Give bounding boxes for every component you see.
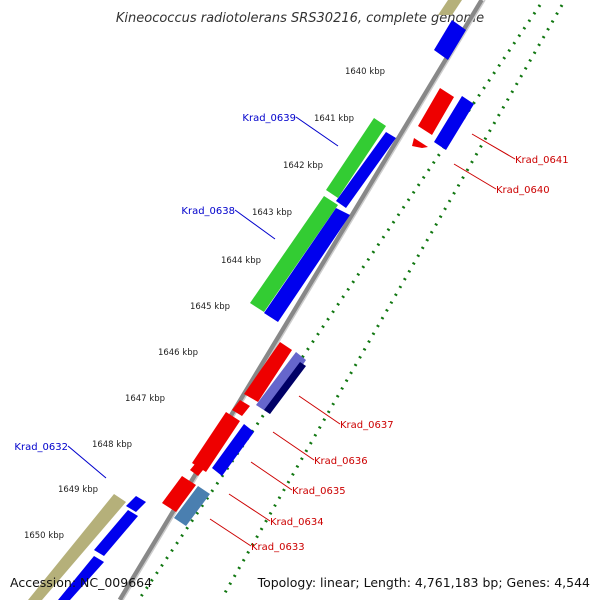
kbp-tick-label: 1646 kbp xyxy=(158,348,198,358)
gene-feature-top-blue[interactable] xyxy=(434,20,466,60)
gene-label-krad-0636-leader-line xyxy=(272,431,315,461)
gene-label-krad-0632-leader-line xyxy=(67,445,107,479)
gene-label-krad-0637-leader-line xyxy=(298,395,341,425)
kbp-tick-label: 1644 kbp xyxy=(221,256,261,266)
gene-label-krad-0632[interactable]: Krad_0632 xyxy=(14,442,68,453)
gene-feature-krad-0639[interactable] xyxy=(326,118,386,198)
gene-label-krad-0633[interactable]: Krad_0633 xyxy=(251,542,305,553)
gene-label-krad-0638-leader-line xyxy=(234,209,276,240)
gene-feature-krad-0638[interactable] xyxy=(250,196,338,312)
gene-feature-blue-lower[interactable] xyxy=(264,208,350,322)
gene-label-krad-0639-leader-line xyxy=(295,116,339,147)
kbp-tick-label: 1640 kbp xyxy=(345,67,385,77)
gene-feature-krad-0637[interactable] xyxy=(256,352,306,414)
gene-label-krad-0635[interactable]: Krad_0635 xyxy=(292,486,346,497)
gene-feature-top-olive[interactable] xyxy=(438,0,462,15)
kbp-tick-label: 1642 kbp xyxy=(283,161,323,171)
gene-label-krad-0636[interactable]: Krad_0636 xyxy=(314,456,368,467)
gene-feature-krad-0637-dark[interactable] xyxy=(264,362,306,414)
kbp-tick-label: 1650 kbp xyxy=(24,531,64,541)
genome-summary-text: Topology: linear; Length: 4,761,183 bp; … xyxy=(257,575,590,590)
gene-feature-blue-bottom-2[interactable] xyxy=(58,556,104,600)
gene-feature-krad-0633[interactable] xyxy=(174,486,210,526)
gene-label-krad-0633-leader-line xyxy=(209,518,252,547)
gene-feature-blue-upper[interactable] xyxy=(336,132,396,208)
kbp-tick-label: 1641 kbp xyxy=(314,114,354,124)
gene-label-krad-0634[interactable]: Krad_0634 xyxy=(270,517,324,528)
kbp-tick-label: 1647 kbp xyxy=(125,394,165,404)
gene-features xyxy=(28,0,474,600)
gene-feature-blue-small[interactable] xyxy=(126,496,146,512)
gene-label-krad-0639[interactable]: Krad_0639 xyxy=(242,113,296,124)
gene-label-krad-0634-leader-line xyxy=(228,493,271,522)
gene-feature-krad-0634-red[interactable] xyxy=(162,476,196,512)
gene-labels: Krad_0639 Krad_0638 Krad_0632 Krad_0641 Krad… xyxy=(14,113,568,553)
gene-feature-krad-0635[interactable] xyxy=(212,424,254,476)
gene-label-krad-0641-leader-line xyxy=(471,133,516,160)
gene-feature-krad-0636-small[interactable] xyxy=(232,400,250,416)
gene-label-krad-0638[interactable]: Krad_0638 xyxy=(181,206,235,217)
kbp-tick-label: 1645 kbp xyxy=(190,302,230,312)
gene-label-krad-0637[interactable]: Krad_0637 xyxy=(340,420,394,431)
kbp-tick-label: 1643 kbp xyxy=(252,208,292,218)
gene-label-krad-0641[interactable]: Krad_0641 xyxy=(515,155,569,166)
kbp-scale: 1640 kbp 1641 kbp 1642 kbp 1643 kbp 1644 kbp… xyxy=(24,67,385,541)
gene-feature-krad-0640[interactable] xyxy=(434,96,474,150)
gene-label-krad-0640-leader-line xyxy=(453,163,497,190)
gene-feature-krad-0632[interactable] xyxy=(28,494,126,600)
gene-label-krad-0635-leader-line xyxy=(250,461,293,491)
map-title: Kineococcus radiotolerans SRS30216, comp… xyxy=(116,11,484,26)
gene-feature-small-red[interactable] xyxy=(190,458,208,476)
gene-feature-krad-0641-tip[interactable] xyxy=(412,138,428,148)
gene-label-krad-0640[interactable]: Krad_0640 xyxy=(496,185,550,196)
gene-feature-krad-0637-red[interactable] xyxy=(244,342,292,402)
accession-text: Accession: NC_009664 xyxy=(10,575,152,590)
kbp-tick-label: 1649 kbp xyxy=(58,485,98,495)
gene-feature-blue-bottom[interactable] xyxy=(94,510,138,556)
kbp-tick-label: 1648 kbp xyxy=(92,440,132,450)
gene-feature-krad-0636[interactable] xyxy=(192,412,240,472)
gene-feature-krad-0641[interactable] xyxy=(418,88,454,135)
